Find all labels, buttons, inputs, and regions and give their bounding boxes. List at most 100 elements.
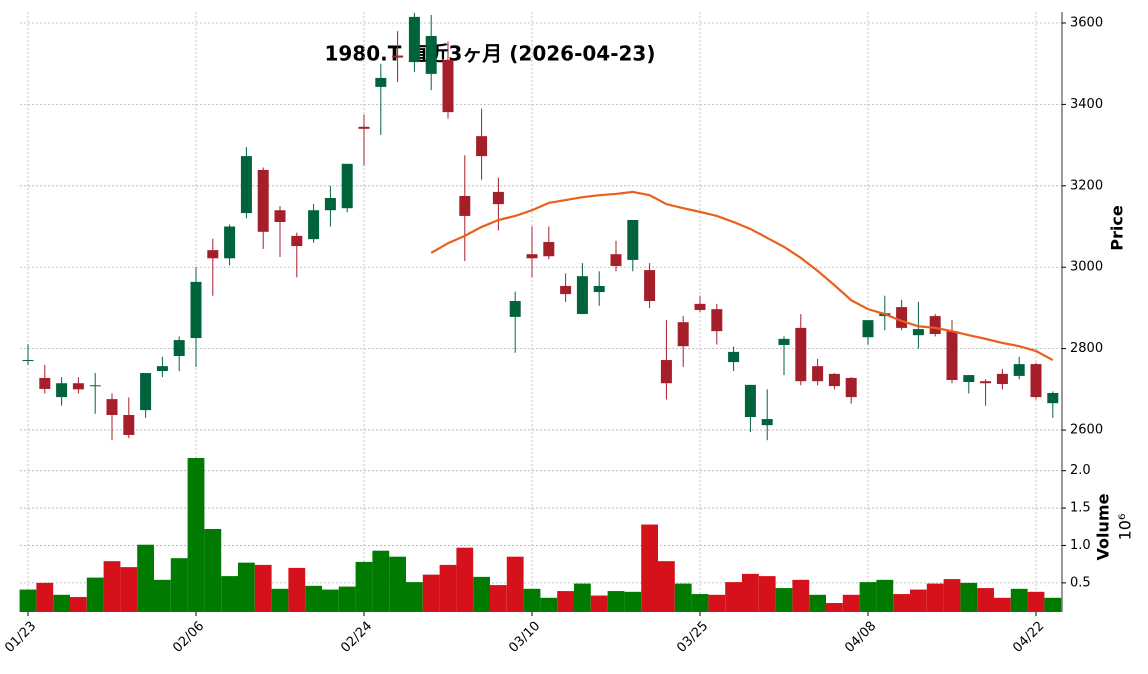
candle-body: [1013, 364, 1025, 376]
chart-title: 1980.T 直近3ヶ月 (2026-04-23): [325, 42, 656, 66]
volume-bar: [456, 547, 474, 612]
x-tick-label: 01/23: [2, 619, 39, 656]
candle-body: [106, 399, 118, 415]
volume-bar: [775, 588, 793, 612]
volume-bar: [473, 576, 490, 612]
volume-bar: [103, 561, 121, 612]
candle-body: [492, 191, 504, 205]
candle-body: [72, 383, 84, 390]
volume-bar: [590, 595, 608, 612]
volume-bar: [674, 583, 692, 612]
volume-bar: [355, 561, 373, 612]
volume-bar: [624, 591, 642, 612]
y-tick-label: 3400: [1070, 97, 1103, 112]
candle-body: [610, 254, 622, 267]
candle-body: [812, 366, 824, 382]
volume-bar: [574, 583, 591, 612]
y-axis-label: Price: [1108, 205, 1127, 251]
volume-bar: [372, 550, 390, 612]
volume-bar: [271, 588, 289, 612]
volume-bar: [1010, 588, 1028, 612]
candle-body: [744, 384, 756, 418]
volume-bar: [792, 579, 810, 612]
volume-bar: [809, 594, 826, 612]
candle-body: [660, 360, 672, 384]
volume-bar: [708, 594, 726, 612]
candle-body: [694, 303, 706, 310]
volume-bar: [758, 576, 776, 612]
candle-body: [980, 381, 992, 384]
volume-bar: [725, 582, 742, 612]
volume-bar: [641, 524, 658, 612]
volume-axis-label: Volume: [1094, 493, 1113, 560]
x-tick-label: 04/22: [1010, 619, 1047, 656]
volume-bar: [1044, 597, 1062, 612]
x-tick-label: 03/25: [674, 619, 711, 656]
candle-body: [795, 327, 807, 382]
candle-body: [526, 254, 538, 259]
candle-body: [912, 329, 924, 336]
volume-bar: [691, 594, 709, 612]
volume-bar: [960, 582, 978, 612]
volume-bar: [842, 594, 860, 612]
candle-body: [308, 210, 320, 240]
candle-body: [39, 377, 51, 389]
volume-bar: [254, 564, 272, 612]
candle-body: [929, 316, 941, 334]
candle-body: [442, 60, 454, 113]
volume-bar: [506, 556, 524, 612]
candle-body: [257, 169, 269, 232]
volume-bar: [70, 597, 87, 612]
volume-scale-label: 10⁶: [1116, 514, 1135, 541]
candle-body: [274, 210, 286, 223]
candle-body: [156, 366, 168, 372]
candle-body: [711, 309, 723, 332]
candle-body: [291, 235, 303, 247]
candle-body: [358, 126, 370, 129]
candle-body: [677, 322, 689, 347]
volume-bar: [540, 597, 558, 612]
volume-bar: [893, 594, 910, 612]
candle-body: [627, 220, 639, 260]
volume-bar: [994, 597, 1011, 612]
candle-body: [324, 198, 336, 211]
y-tick-label: 2800: [1070, 341, 1103, 356]
volume-bar: [238, 562, 255, 612]
candle-body: [509, 301, 521, 317]
volume-bar: [439, 564, 457, 612]
candle-body: [1047, 393, 1059, 404]
candle-body: [123, 414, 135, 435]
y-tick-label: 3200: [1070, 178, 1103, 193]
volume-bar: [86, 577, 104, 612]
volume-bar: [826, 603, 843, 612]
volume-bar: [154, 579, 171, 612]
candle-body: [828, 373, 840, 387]
volume-tick-label: 2.0: [1070, 463, 1091, 478]
volume-tick-label: 1.0: [1070, 538, 1091, 553]
volume-bar: [943, 579, 961, 612]
candle-body: [56, 383, 68, 398]
volume-tick-label: 1.5: [1070, 501, 1091, 516]
candle-body: [946, 331, 958, 380]
candle-body: [862, 320, 874, 338]
candle-body: [728, 351, 740, 363]
volume-bar: [859, 582, 877, 612]
candle-body: [476, 136, 488, 157]
candle-body: [1030, 364, 1042, 398]
candle-body: [761, 419, 773, 426]
volume-bar: [490, 585, 507, 612]
candle-body: [845, 377, 857, 398]
volume-bar: [523, 588, 541, 612]
volume-bar: [170, 558, 188, 612]
candle-body: [224, 226, 236, 259]
volume-bar: [221, 576, 238, 612]
candle-body: [89, 385, 101, 387]
volume-bar: [557, 591, 574, 612]
candle-body: [190, 281, 202, 339]
volume-bar: [120, 567, 138, 612]
volume-bar: [204, 529, 222, 612]
volume-bar: [926, 583, 944, 612]
volume-bar: [876, 579, 894, 612]
candle-body: [173, 340, 185, 356]
